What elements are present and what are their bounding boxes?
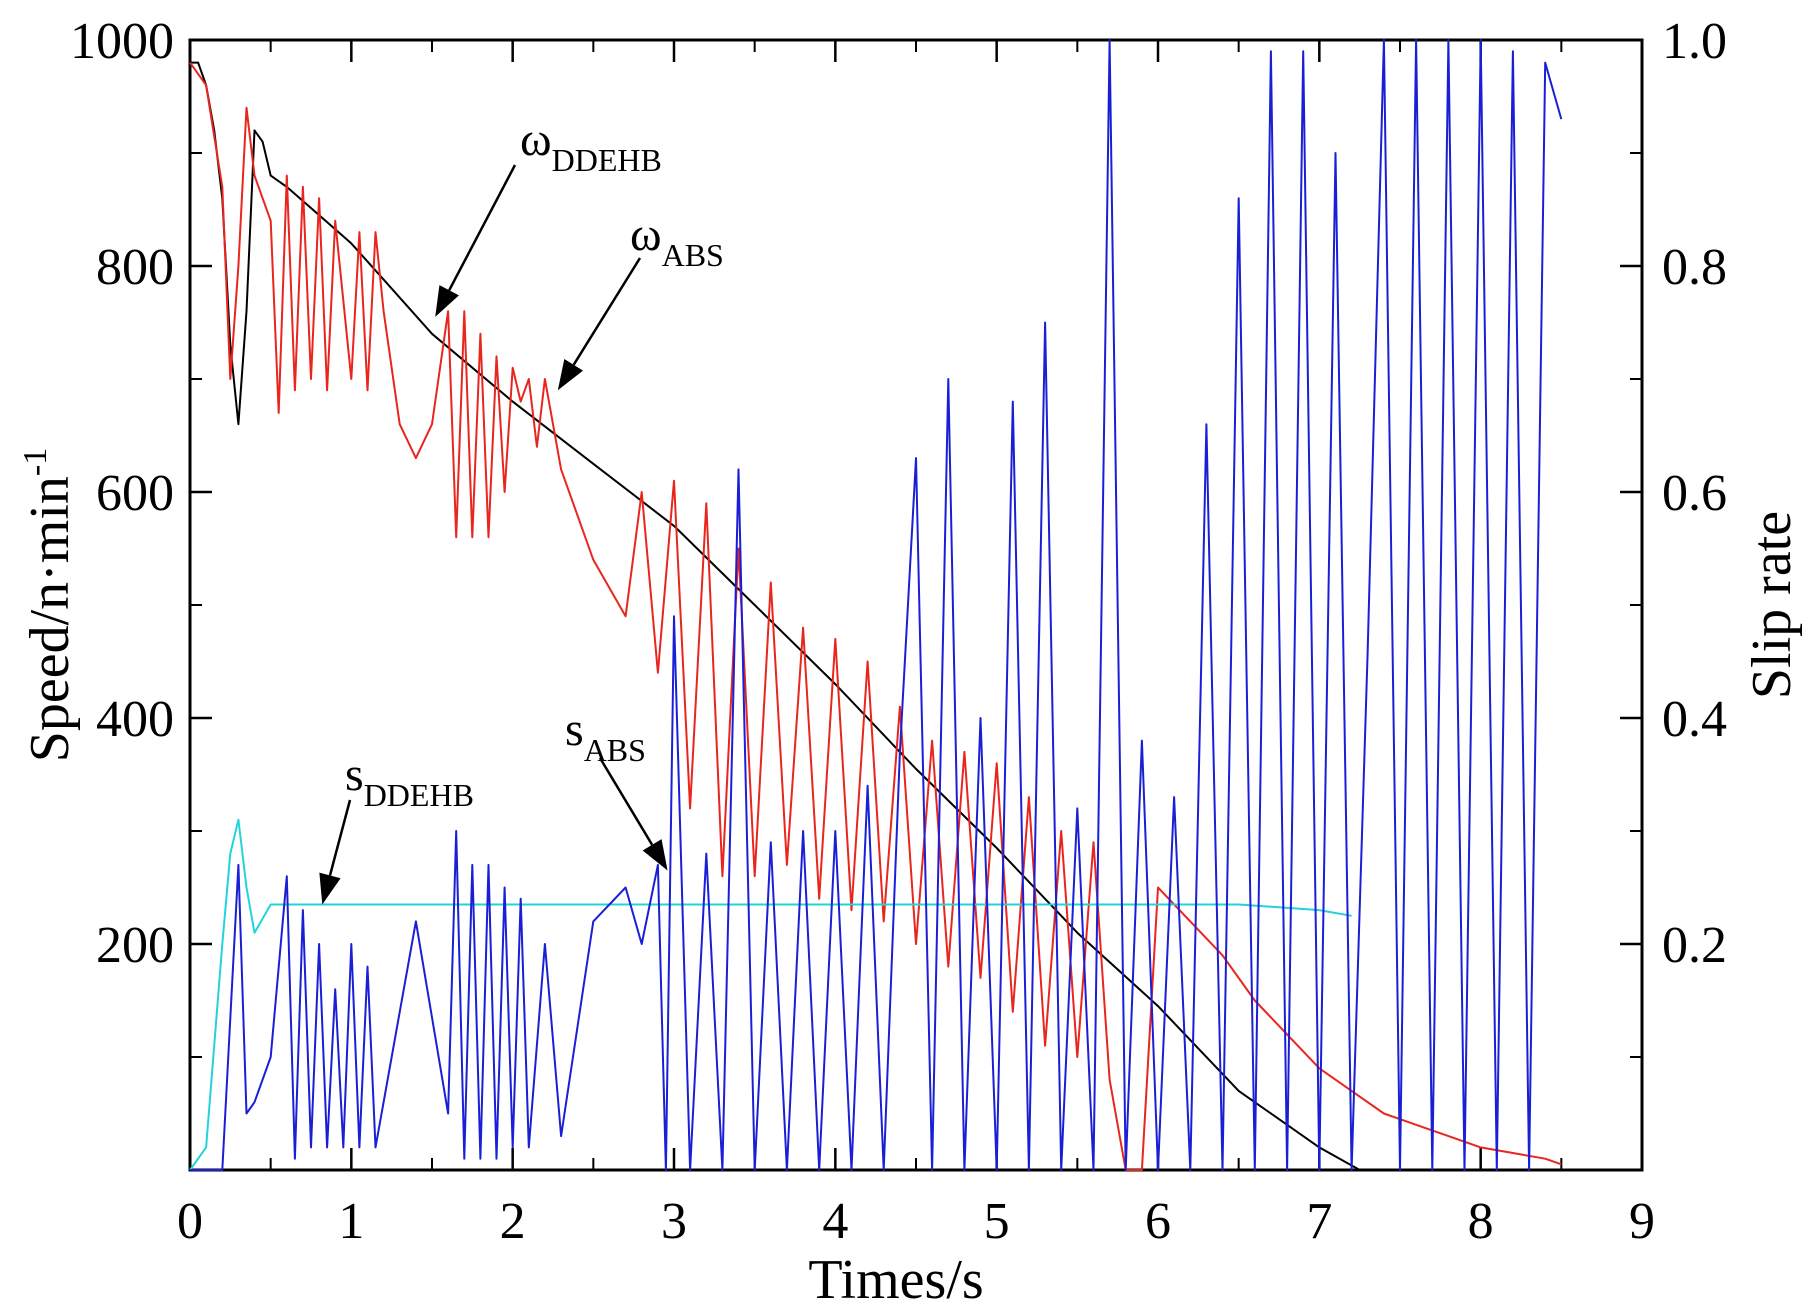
y-right-tick-label: 0.8	[1662, 239, 1727, 296]
series-line-s-abs	[190, 39, 1563, 1171]
y-left-tick-label: 200	[96, 917, 174, 974]
annotation-main: ω	[630, 208, 662, 261]
annotation-arrow-omega_ddehb	[448, 164, 517, 291]
y-axis-title-right: Slip rate	[1741, 511, 1803, 699]
data-series	[189, 39, 1563, 1171]
x-tick-label: 2	[500, 1193, 526, 1250]
x-axis-title: Times/s	[808, 1249, 983, 1311]
annotation-label-s_ddehb: sDDEHB	[345, 748, 474, 813]
series-line-s-ddehb	[189, 818, 1352, 1171]
annotation-sub: DDEHB	[552, 142, 662, 178]
annotation-arrow-s_abs	[598, 757, 654, 846]
annotation-arrowhead-s_ddehb	[319, 872, 341, 905]
x-tick-label: 1	[338, 1193, 364, 1250]
y-axis-title-left-sup: -1	[17, 448, 54, 476]
annotation-arrowhead-omega_abs	[557, 359, 584, 391]
x-tick-label: 4	[822, 1193, 848, 1250]
annotation-sub: DDEHB	[364, 777, 474, 813]
annotation-label-omega_abs: ωABS	[630, 208, 724, 273]
y-left-tick-label: 800	[96, 239, 174, 296]
annotation-arrowhead-omega_ddehb	[435, 285, 459, 317]
annotation-arrowhead-s_abs	[642, 839, 668, 871]
x-tick-label: 8	[1468, 1193, 1494, 1250]
annotation-main: s	[345, 748, 364, 801]
annotation-sub: ABS	[662, 237, 724, 273]
series-line-abs	[189, 62, 1562, 1171]
x-tick-label: 6	[1145, 1193, 1171, 1250]
x-tick-label: 0	[177, 1193, 203, 1250]
x-tick-label: 9	[1629, 1193, 1655, 1250]
y-right-tick-label: 0.4	[1662, 691, 1727, 748]
annotation-arrow-omega_abs	[572, 257, 642, 366]
y-axis-title-left-main: Speed/n·min	[19, 476, 81, 762]
y-left-tick-label: 1000	[70, 13, 174, 70]
annotation-label-omega_ddehb: ωDDEHB	[520, 113, 662, 178]
y-right-tick-label: 0.2	[1662, 917, 1727, 974]
annotation-main: ω	[520, 113, 552, 166]
y-right-tick-label: 0.6	[1662, 465, 1727, 522]
x-tick-label: 5	[984, 1193, 1010, 1250]
annotation-sub: ABS	[584, 732, 646, 768]
annotation-label-s_abs: sABS	[565, 703, 646, 768]
y-right-tick-label: 1.0	[1662, 13, 1727, 70]
x-tick-label: 3	[661, 1193, 687, 1250]
y-left-tick-label: 400	[96, 691, 174, 748]
annotation-arrow-s_ddehb	[328, 799, 352, 876]
x-tick-label: 7	[1306, 1193, 1332, 1250]
axis-ticks: 0 1 2 3 4 5 6 7 8 9 200 400 600 800 1000 0.2 0.4 0.6 0.8 1.…	[70, 13, 1727, 1250]
y-left-tick-label: 600	[96, 465, 174, 522]
annotation-main: s	[565, 703, 584, 756]
y-axis-title-left: Speed/n·min-1	[17, 448, 81, 763]
